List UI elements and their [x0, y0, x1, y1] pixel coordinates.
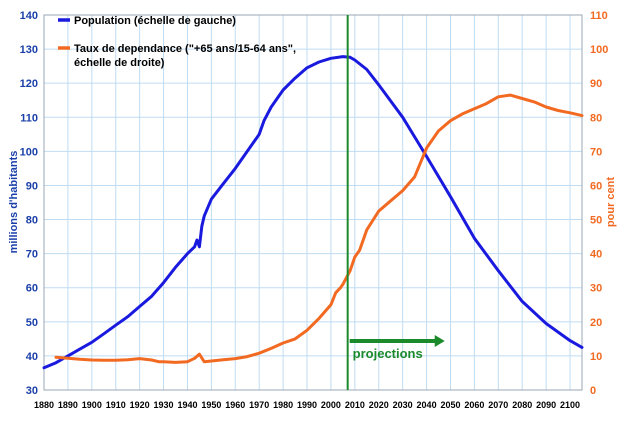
y-axis-title-left: millions d'habitants — [8, 151, 20, 254]
x-tick-label: 2000 — [321, 400, 341, 410]
x-tick-label: 2070 — [488, 400, 508, 410]
y-tick-label-left: 110 — [20, 112, 38, 124]
dependency-ratio-line — [54, 93, 584, 364]
y-tick-label-left: 40 — [26, 351, 38, 363]
x-tick-label: 1950 — [201, 400, 221, 410]
legend-label-dependency: Taux de dependance ("+65 ans/15-64 ans",… — [74, 43, 299, 69]
x-tick-label: 2100 — [560, 400, 580, 410]
x-tick-label: 1980 — [273, 400, 293, 410]
y-tick-label-right: 80 — [590, 112, 602, 124]
x-tick-label: 1990 — [297, 400, 317, 410]
tick-labels: 1880 1890 1900 1910 1920 1930 1940 1950 1960 1970… — [20, 10, 609, 410]
y-tick-label-right: 50 — [590, 215, 602, 227]
projection-annotation: projections — [346, 15, 445, 390]
y-tick-label-left: 120 — [20, 78, 38, 90]
x-tick-label: 2050 — [440, 400, 460, 410]
y-tick-label-left: 30 — [26, 385, 38, 397]
plot-frame — [43, 14, 583, 391]
x-tick-label: 1930 — [154, 400, 174, 410]
x-tick-label: 1970 — [249, 400, 269, 410]
x-tick-label: 2030 — [393, 400, 413, 410]
y-tick-label-right: 60 — [590, 180, 602, 192]
x-tick-label: 1960 — [225, 400, 245, 410]
y-tick-label-left: 50 — [26, 317, 38, 329]
series-layer — [42, 55, 584, 370]
projection-label: projections — [353, 346, 423, 361]
y-tick-label-right: 90 — [590, 78, 602, 90]
x-tick-label: 1910 — [106, 400, 126, 410]
x-tick-label: 2040 — [417, 400, 437, 410]
x-tick-label: 2020 — [369, 400, 389, 410]
population-line — [42, 55, 584, 370]
legend-label-population: Population (échelle de gauche) — [74, 15, 236, 27]
y-tick-label-right: 40 — [590, 249, 602, 261]
y-tick-label-left: 140 — [20, 10, 38, 22]
y-tick-label-left: 60 — [26, 283, 38, 295]
legend: Population (échelle de gauche) Taux de d… — [58, 15, 299, 69]
y-tick-label-left: 70 — [26, 249, 38, 261]
y-axis-title-right: pour cent — [605, 177, 617, 227]
y-tick-label-left: 90 — [26, 180, 38, 192]
x-tick-label: 2090 — [536, 400, 556, 410]
y-tick-label-left: 130 — [20, 44, 38, 56]
grid-lines — [43, 14, 583, 391]
x-tick-label: 1920 — [130, 400, 150, 410]
x-tick-label: 2010 — [345, 400, 365, 410]
y-tick-label-right: 110 — [590, 10, 608, 22]
y-tick-label-left: 100 — [20, 146, 38, 158]
y-tick-label-left: 80 — [26, 215, 38, 227]
y-tick-label-right: 20 — [590, 317, 602, 329]
x-tick-label: 1940 — [177, 400, 197, 410]
x-tick-label: 2080 — [512, 400, 532, 410]
y-tick-label-right: 10 — [590, 351, 602, 363]
x-tick-label: 1900 — [82, 400, 102, 410]
projection-arrowhead — [434, 335, 445, 347]
x-tick-label: 1880 — [34, 400, 54, 410]
x-tick-label: 1890 — [58, 400, 78, 410]
y-tick-label-right: 30 — [590, 283, 602, 295]
x-tick-label: 2060 — [464, 400, 484, 410]
y-tick-label-right: 100 — [590, 44, 608, 56]
y-tick-label-right: 0 — [590, 385, 596, 397]
y-tick-label-right: 70 — [590, 146, 602, 158]
